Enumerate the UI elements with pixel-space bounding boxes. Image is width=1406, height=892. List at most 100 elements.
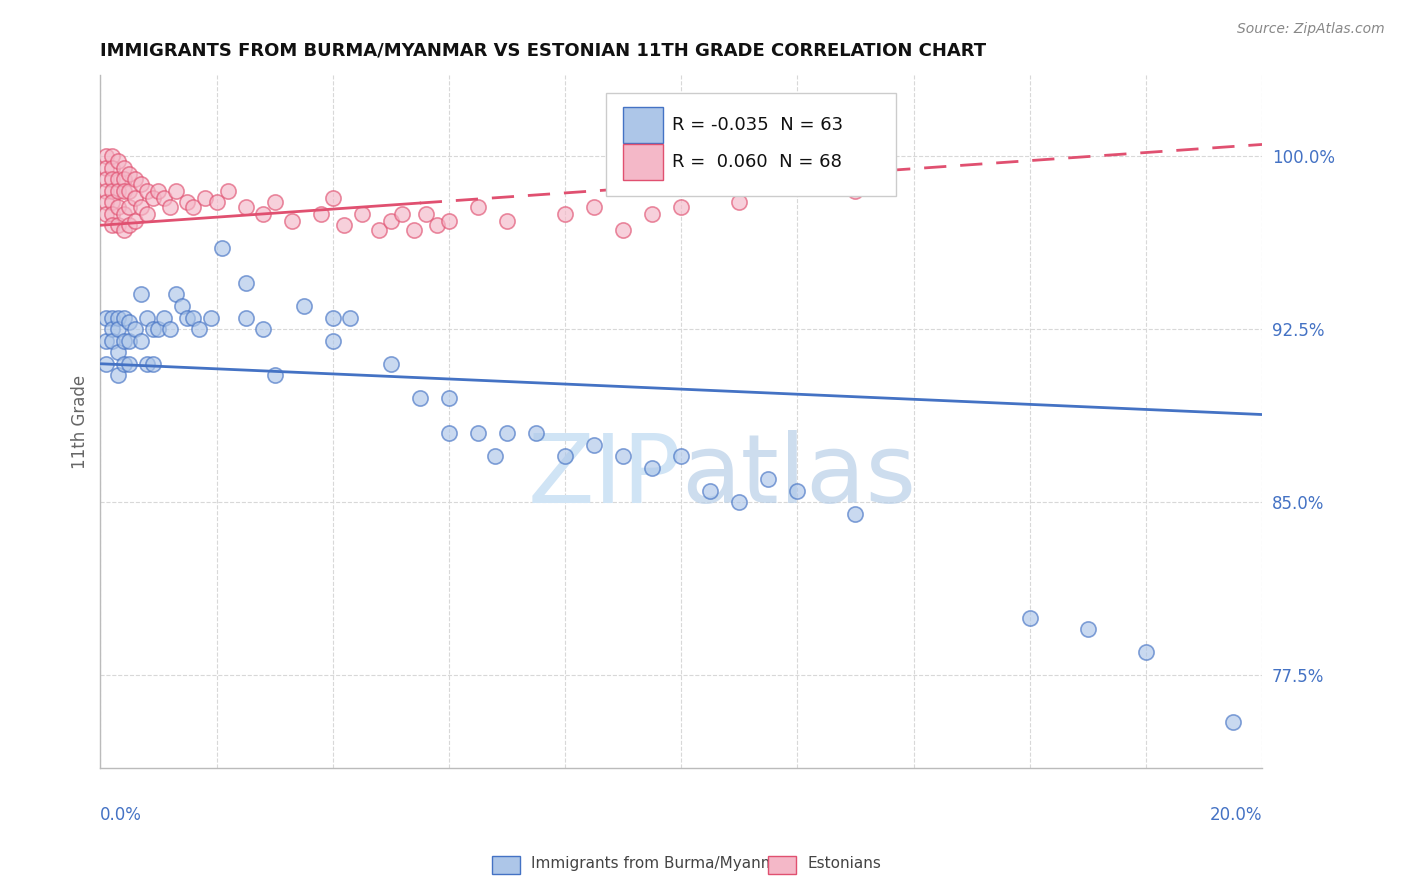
Point <box>101 207 124 221</box>
Point <box>426 219 449 233</box>
Point <box>124 322 146 336</box>
Point <box>339 310 361 325</box>
Point <box>496 425 519 440</box>
Point <box>112 161 135 175</box>
Text: R =  0.060  N = 68: R = 0.060 N = 68 <box>672 153 842 170</box>
Point <box>252 322 274 336</box>
Point <box>292 299 315 313</box>
Point <box>281 213 304 227</box>
Point <box>524 425 547 440</box>
Point <box>124 190 146 204</box>
Point <box>391 207 413 221</box>
Point <box>554 449 576 463</box>
Point <box>96 161 118 175</box>
Point <box>181 200 204 214</box>
Point <box>350 207 373 221</box>
Point <box>1077 622 1099 636</box>
Point <box>309 207 332 221</box>
Point <box>467 425 489 440</box>
Point <box>728 495 751 509</box>
Point <box>322 334 344 348</box>
Point <box>235 310 257 325</box>
Point <box>129 200 152 214</box>
Point <box>669 449 692 463</box>
Point <box>176 195 198 210</box>
Point <box>1135 645 1157 659</box>
Text: ZIP: ZIP <box>527 430 681 524</box>
Point <box>101 195 124 210</box>
Point <box>101 184 124 198</box>
Point <box>118 184 141 198</box>
Point <box>142 357 165 371</box>
Point <box>263 368 285 383</box>
Point <box>96 172 118 186</box>
Point <box>211 241 233 255</box>
Point <box>235 200 257 214</box>
Point <box>484 449 506 463</box>
Point <box>118 334 141 348</box>
Point <box>380 357 402 371</box>
Point <box>153 310 176 325</box>
Point <box>148 184 170 198</box>
Point <box>844 184 866 198</box>
Point <box>142 190 165 204</box>
Point <box>322 310 344 325</box>
Point <box>112 357 135 371</box>
Point <box>188 322 211 336</box>
Point <box>129 177 152 191</box>
Point <box>409 392 432 406</box>
Point <box>612 449 634 463</box>
Point <box>153 190 176 204</box>
Point <box>235 276 257 290</box>
Point <box>101 310 124 325</box>
Point <box>112 184 135 198</box>
Point <box>118 168 141 182</box>
Point <box>641 207 664 221</box>
Point <box>669 200 692 214</box>
Point <box>129 334 152 348</box>
Point <box>101 149 124 163</box>
Point <box>96 149 118 163</box>
Point <box>437 425 460 440</box>
Point <box>217 184 239 198</box>
Point <box>118 315 141 329</box>
Point <box>170 299 193 313</box>
Point <box>107 200 129 214</box>
Point <box>107 172 129 186</box>
Point <box>96 195 118 210</box>
Point <box>437 392 460 406</box>
Point <box>118 200 141 214</box>
Point <box>554 207 576 221</box>
Point <box>112 334 135 348</box>
Point <box>101 219 124 233</box>
Point <box>101 322 124 336</box>
FancyBboxPatch shape <box>623 107 662 143</box>
Point <box>437 213 460 227</box>
Point <box>118 357 141 371</box>
Point <box>107 310 129 325</box>
Point <box>181 310 204 325</box>
Point <box>96 310 118 325</box>
Text: R = -0.035  N = 63: R = -0.035 N = 63 <box>672 116 844 134</box>
Point <box>159 200 181 214</box>
FancyBboxPatch shape <box>606 93 896 196</box>
Point <box>165 184 187 198</box>
Point <box>176 310 198 325</box>
Point <box>641 460 664 475</box>
Point <box>467 200 489 214</box>
Text: 20.0%: 20.0% <box>1209 805 1263 824</box>
Point <box>101 161 124 175</box>
Y-axis label: 11th Grade: 11th Grade <box>72 375 89 468</box>
Point <box>96 357 118 371</box>
Point <box>612 223 634 237</box>
Point <box>107 219 129 233</box>
Point <box>368 223 391 237</box>
Point <box>165 287 187 301</box>
Text: 0.0%: 0.0% <box>100 805 142 824</box>
Point <box>333 219 356 233</box>
Point <box>135 357 157 371</box>
Point <box>844 507 866 521</box>
Text: IMMIGRANTS FROM BURMA/MYANMAR VS ESTONIAN 11TH GRADE CORRELATION CHART: IMMIGRANTS FROM BURMA/MYANMAR VS ESTONIA… <box>100 42 987 60</box>
Point <box>112 310 135 325</box>
Point <box>101 172 124 186</box>
